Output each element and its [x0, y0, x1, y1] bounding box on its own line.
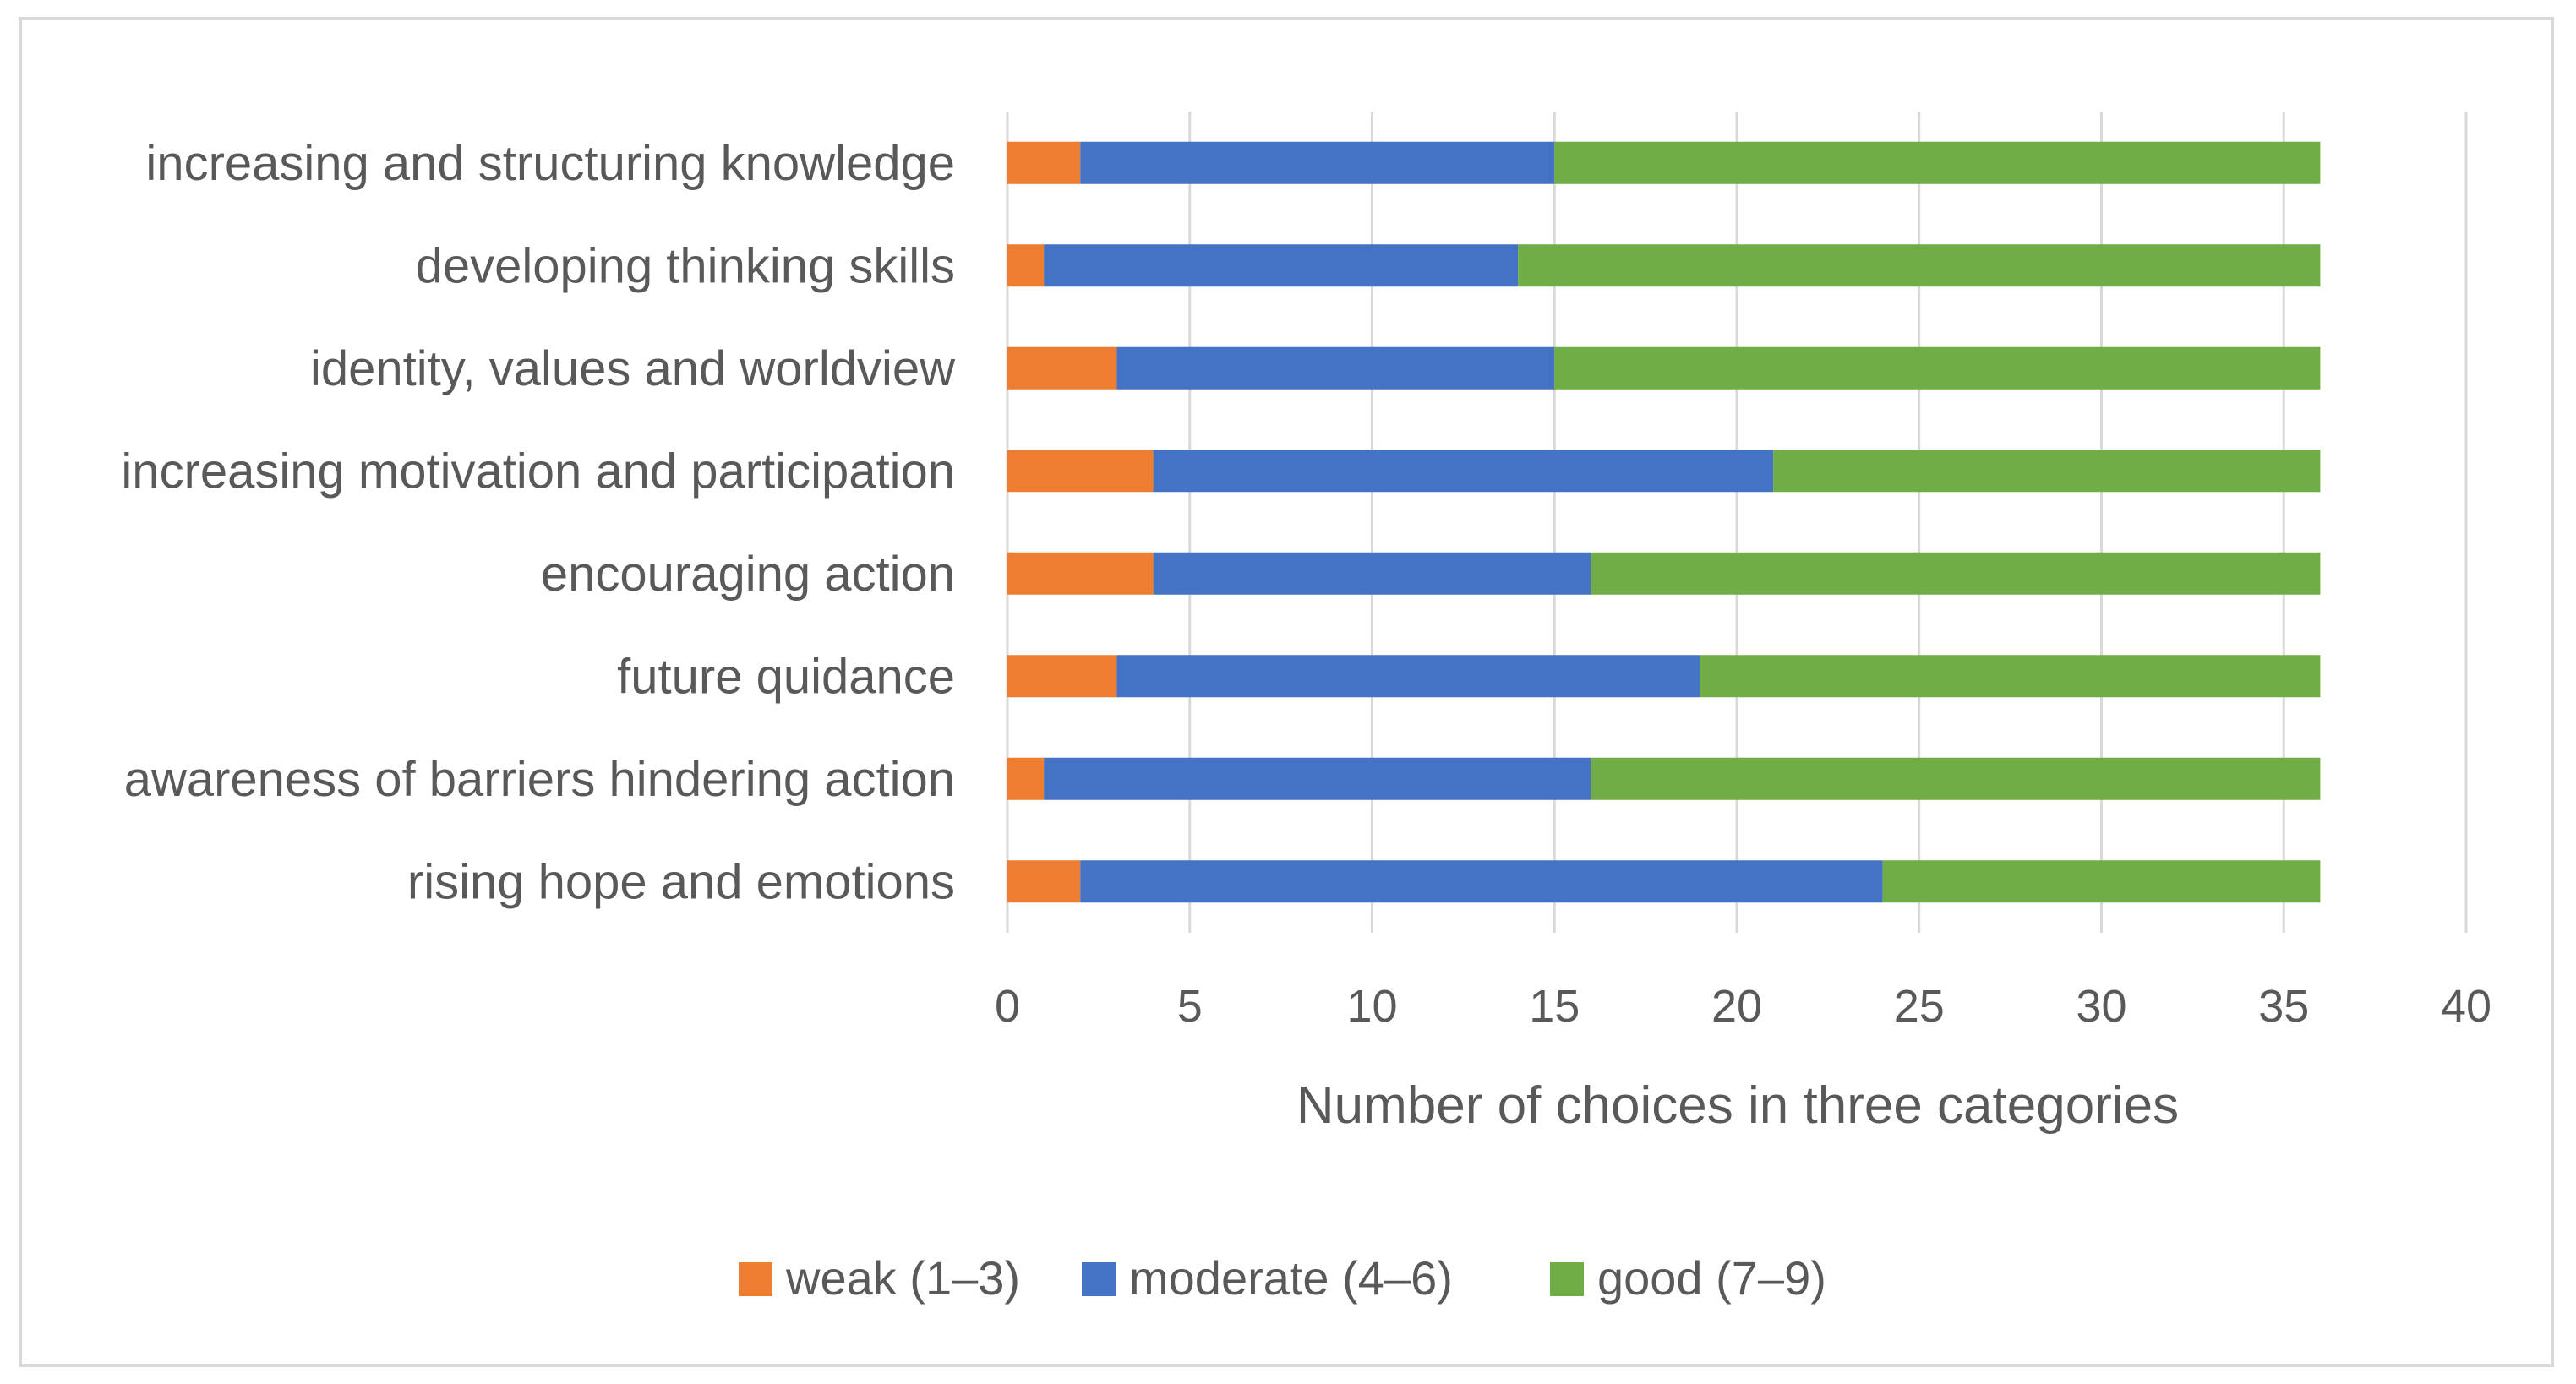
chart-frame: increasing and structuring knowledge deve… — [19, 17, 2554, 1367]
bar-segment — [1116, 346, 1555, 390]
bar-segment — [1080, 860, 1883, 903]
x-tick-label: 5 — [1177, 981, 1203, 1032]
category-label: rising hope and emotions — [407, 854, 955, 909]
bar-segment — [1007, 450, 1154, 493]
bar-segment — [1007, 244, 1045, 287]
bar-segment — [1700, 655, 2321, 698]
bar-segment — [1773, 450, 2321, 493]
bar-segment — [1007, 757, 1045, 800]
x-tick-label: 10 — [1346, 981, 1397, 1032]
x-tick-label: 25 — [1894, 981, 1945, 1032]
bar-segment — [1153, 552, 1591, 595]
bar-segment — [1007, 552, 1154, 595]
legend-label: weak (1–3) — [785, 1251, 1020, 1305]
x-tick-label: 20 — [1711, 981, 1762, 1032]
bar-segment — [1518, 244, 2321, 287]
legend-swatch — [1550, 1262, 1584, 1296]
bar-segment — [1554, 141, 2321, 184]
bar-segment — [1044, 757, 1591, 800]
category-label: future quidance — [617, 649, 955, 704]
legend-label: moderate (4–6) — [1129, 1251, 1453, 1305]
x-tick-labels: 0 5 10 15 20 25 30 35 40 — [995, 981, 2491, 1032]
stacked-bar-chart: increasing and structuring knowledge deve… — [121, 112, 2491, 1305]
x-tick-label: 40 — [2441, 981, 2491, 1032]
bar-segment — [1007, 141, 1081, 184]
bar-segment — [1080, 141, 1555, 184]
bar-segment — [1044, 244, 1519, 287]
bar-segment — [1554, 346, 2321, 390]
x-tick-label: 15 — [1529, 981, 1580, 1032]
bar-segment — [1882, 860, 2321, 903]
gridlines — [1006, 112, 2468, 933]
category-label: identity, values and worldview — [310, 341, 956, 396]
category-labels: increasing and structuring knowledge deve… — [121, 136, 956, 910]
category-label: increasing and structuring knowledge — [145, 136, 955, 191]
bar-segment — [1007, 860, 1081, 903]
legend-swatch — [1082, 1262, 1116, 1296]
category-label: developing thinking skills — [416, 238, 955, 293]
bar-segment — [1007, 655, 1117, 698]
legend-label: good (7–9) — [1597, 1251, 1826, 1305]
category-label: increasing motivation and participation — [121, 444, 955, 499]
bar-segment — [1007, 346, 1117, 390]
x-tick-label: 35 — [2258, 981, 2309, 1032]
bar-segment — [1116, 655, 1700, 698]
category-label: awareness of barriers hindering action — [124, 752, 955, 807]
legend: weak (1–3) moderate (4–6) good (7–9) — [739, 1251, 1826, 1305]
category-label: encouraging action — [541, 547, 955, 602]
bars — [1007, 141, 2321, 903]
legend-swatch — [739, 1262, 772, 1296]
x-axis-title: Number of choices in three categories — [1296, 1076, 2179, 1135]
x-tick-label: 30 — [2076, 981, 2126, 1032]
bar-segment — [1591, 552, 2321, 595]
x-tick-label: 0 — [995, 981, 1020, 1032]
bar-segment — [1591, 757, 2321, 800]
bar-segment — [1153, 450, 1774, 493]
